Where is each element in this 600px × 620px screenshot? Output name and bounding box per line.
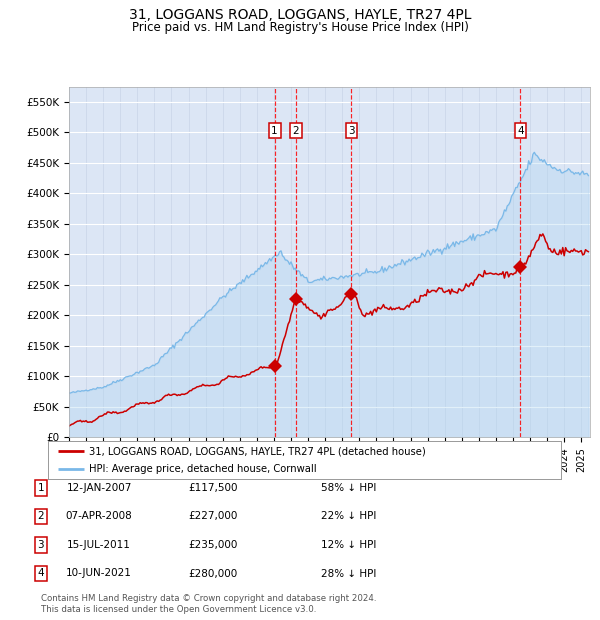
Text: 58% ↓ HPI: 58% ↓ HPI: [321, 483, 376, 493]
Text: HPI: Average price, detached house, Cornwall: HPI: Average price, detached house, Corn…: [89, 464, 317, 474]
Text: 12-JAN-2007: 12-JAN-2007: [67, 483, 131, 493]
Text: 1: 1: [37, 483, 44, 493]
Text: 15-JUL-2011: 15-JUL-2011: [67, 540, 131, 550]
Text: 1: 1: [271, 126, 278, 136]
Text: 3: 3: [348, 126, 355, 136]
Text: 3: 3: [37, 540, 44, 550]
Text: 07-APR-2008: 07-APR-2008: [65, 512, 133, 521]
Text: £235,000: £235,000: [188, 540, 238, 550]
Text: 31, LOGGANS ROAD, LOGGANS, HAYLE, TR27 4PL (detached house): 31, LOGGANS ROAD, LOGGANS, HAYLE, TR27 4…: [89, 446, 426, 456]
Text: 22% ↓ HPI: 22% ↓ HPI: [321, 512, 376, 521]
Text: 4: 4: [37, 569, 44, 578]
Text: 28% ↓ HPI: 28% ↓ HPI: [321, 569, 376, 578]
Text: 2: 2: [37, 512, 44, 521]
Text: 12% ↓ HPI: 12% ↓ HPI: [321, 540, 376, 550]
Text: Contains HM Land Registry data © Crown copyright and database right 2024.
This d: Contains HM Land Registry data © Crown c…: [41, 595, 376, 614]
Text: 31, LOGGANS ROAD, LOGGANS, HAYLE, TR27 4PL: 31, LOGGANS ROAD, LOGGANS, HAYLE, TR27 4…: [129, 8, 471, 22]
Text: Price paid vs. HM Land Registry's House Price Index (HPI): Price paid vs. HM Land Registry's House …: [131, 21, 469, 34]
Text: £280,000: £280,000: [188, 569, 238, 578]
Text: 10-JUN-2021: 10-JUN-2021: [66, 569, 132, 578]
Text: £227,000: £227,000: [188, 512, 238, 521]
Text: £117,500: £117,500: [188, 483, 238, 493]
Text: 4: 4: [517, 126, 524, 136]
Text: 2: 2: [292, 126, 299, 136]
